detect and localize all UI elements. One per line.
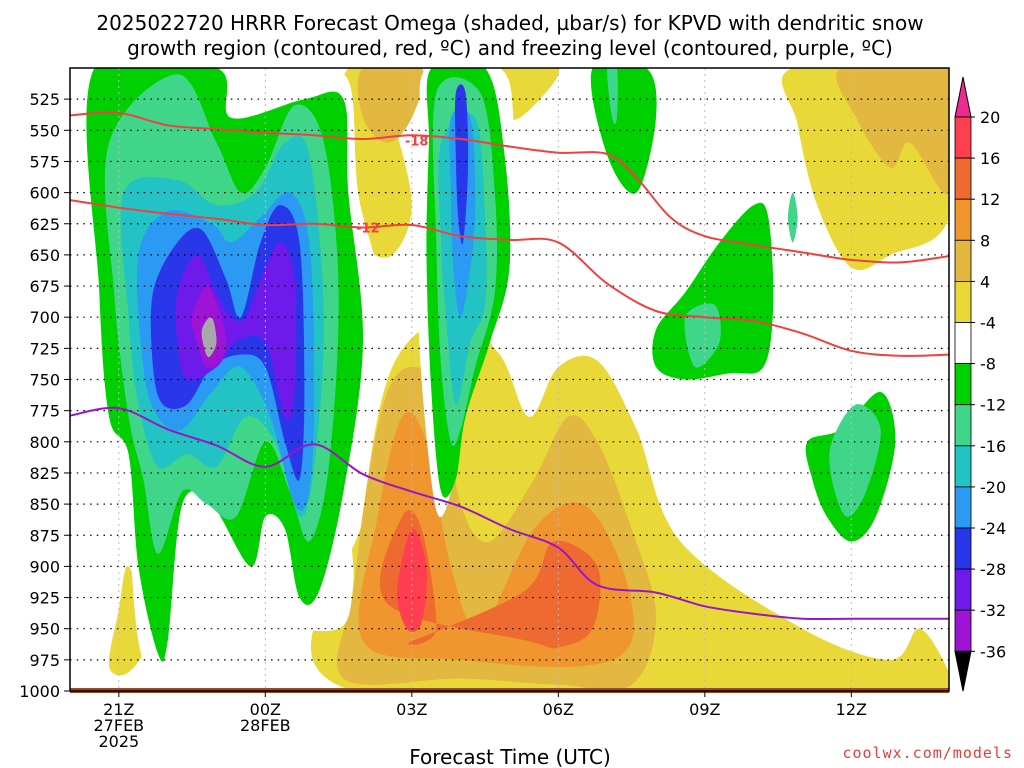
y-tick-label-1000: 1000 [19,682,60,701]
x-tick-label-10-0: 06Z [543,700,574,719]
colorbar-swatch-0 [954,116,972,159]
colorbar-label-3: 8 [980,231,990,250]
colorbar-label-0: 20 [980,108,1000,127]
colorbar-swatch-8 [954,445,972,488]
x-tick-label-1-1: 27FEB [94,716,145,735]
y-tick-label-675: 675 [29,277,60,296]
y-tick-label-975: 975 [29,651,60,670]
x-tick-label-7-0: 03Z [396,700,427,719]
y-axis-ticks: 525 550 575 600 625 650 675 700 725 750 775 800 825 8… [19,90,70,701]
y-tick-label-575: 575 [29,152,60,171]
y-tick-label-650: 650 [29,246,60,265]
omega-region-4 [379,510,601,649]
y-tick-label-525: 525 [29,90,60,109]
colorbar-label-4: 4 [980,272,990,291]
y-tick-label-900: 900 [29,557,60,576]
watermark: coolwx.com/models [842,744,1013,762]
omega-region-10 [836,68,949,195]
y-tick-label-600: 600 [29,184,60,203]
colorbar-swatch-12 [954,609,972,652]
chart-title-line-1: 2025022720 HRRR Forecast Omega (shaded, … [96,11,923,35]
colorbar-label-13: -36 [980,642,1006,661]
x-tick-label-4-0: 00Z [250,700,281,719]
colorbar-label-5: -4 [980,314,996,333]
dendritic-contour-0 [70,111,949,264]
colorbar-swatch-5 [954,322,972,364]
colorbar-label-9: -20 [980,478,1006,497]
omega-region-31 [684,303,721,368]
y-tick-label-750: 750 [29,371,60,390]
y-tick-label-800: 800 [29,433,60,452]
contour-label-minus12: -12 [356,221,380,236]
colorbar-bottom-arrow [954,650,972,692]
colorbar-swatch-10 [954,527,972,570]
colorbar-label-7: -12 [980,396,1006,415]
chart-title-line-2: growth region (contoured, red, ºC) and f… [127,36,893,60]
omega-region-25 [454,84,469,245]
x-tick-label-13-0: 09Z [689,700,720,719]
omega-shading [80,68,949,691]
colorbar-label-1: 16 [980,149,1000,168]
x-tick-label-1-2: 2025 [98,732,139,751]
colorbar-label-10: -24 [980,519,1006,538]
x-axis-label: Forecast Time (UTC) [409,745,611,768]
y-tick-label-700: 700 [29,308,60,327]
grid-lines [70,68,949,691]
omega-region-19 [201,316,217,358]
y-tick-label-825: 825 [29,464,60,483]
colorbar-swatch-11 [954,568,972,611]
freezing-level-contour [70,406,949,621]
colorbar-label-12: -32 [980,601,1006,620]
temperature-contours: -18 -12 [70,111,949,621]
omega-region-34 [829,404,881,517]
contour-label-minus18: -18 [405,134,429,149]
x-tick-label-16-0: 12Z [836,700,867,719]
y-tick-label-625: 625 [29,215,60,234]
omega-region-7 [357,68,425,143]
dendritic-contour-1 [70,199,949,357]
colorbar-swatch-3 [954,239,972,282]
y-tick-label-725: 725 [29,339,60,358]
colorbar-swatch-6 [954,363,972,406]
colorbar: 20 16 12 8 4 -4 -8 -12 -16 -20 -24 -28 -32 -36 [954,76,1006,692]
colorbar-swatch-4 [954,280,972,323]
colorbar-label-11: -28 [980,560,1006,579]
colorbar-swatch-9 [954,486,972,529]
colorbar-label-6: -8 [980,355,996,374]
x-tick-label-1-0: 21Z [103,700,134,719]
y-tick-label-950: 950 [29,620,60,639]
y-tick-label-850: 850 [29,495,60,514]
omega-region-32 [787,192,798,243]
omega-region-5 [397,528,427,632]
y-tick-label-775: 775 [29,402,60,421]
y-tick-label-550: 550 [29,121,60,140]
y-tick-label-875: 875 [29,526,60,545]
x-tick-label-4-1: 28FEB [240,716,291,735]
y-tick-label-925: 925 [29,589,60,608]
colorbar-swatch-2 [954,198,972,241]
omega-region-30 [652,202,774,380]
colorbar-label-8: -16 [980,437,1006,456]
omega-region-28 [607,68,618,125]
colorbar-label-2: 12 [980,190,1000,209]
colorbar-swatch-7 [954,404,972,447]
colorbar-swatch-1 [954,157,972,200]
